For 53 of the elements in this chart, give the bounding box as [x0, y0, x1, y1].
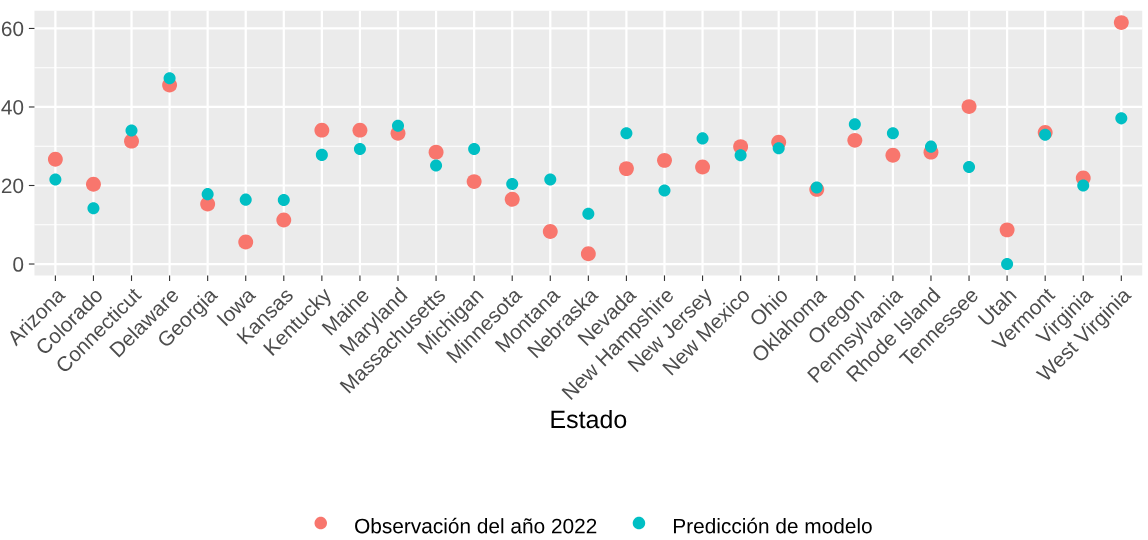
point — [1001, 258, 1014, 271]
point — [315, 148, 328, 161]
point — [238, 234, 254, 250]
point — [276, 212, 292, 228]
point — [239, 193, 252, 206]
point — [847, 132, 863, 148]
y-tick-label: 0 — [13, 257, 24, 272]
point — [352, 122, 368, 138]
point — [430, 159, 443, 172]
point — [314, 122, 330, 138]
point — [961, 99, 977, 115]
point — [618, 161, 634, 177]
legend-label: Observación del año 2022 — [355, 517, 597, 534]
point — [47, 151, 63, 167]
point — [658, 184, 671, 197]
point — [695, 159, 711, 175]
point — [125, 124, 138, 137]
point — [620, 127, 633, 140]
point — [468, 142, 481, 155]
point — [848, 118, 861, 131]
point — [466, 174, 482, 190]
x-axis-title: Estado — [551, 409, 627, 429]
point — [86, 176, 101, 192]
point — [49, 173, 62, 186]
point — [87, 202, 100, 215]
point — [963, 161, 976, 174]
point — [428, 144, 444, 160]
y-tick-label: 60 — [1, 21, 24, 37]
point — [201, 188, 214, 201]
point — [580, 246, 596, 262]
y-tick-label: 20 — [1, 178, 24, 194]
point — [506, 177, 519, 190]
point — [582, 207, 595, 220]
y-tick-label: 40 — [1, 99, 24, 115]
point — [924, 140, 937, 153]
point — [277, 194, 290, 207]
point — [353, 142, 366, 155]
point — [886, 127, 899, 140]
point — [999, 222, 1015, 238]
point — [504, 191, 520, 207]
point — [1077, 179, 1090, 192]
point — [542, 223, 558, 239]
point — [772, 142, 785, 155]
legend-label: Predicción de modelo — [673, 517, 872, 534]
point — [1115, 112, 1128, 125]
point — [1113, 15, 1129, 31]
point — [544, 173, 557, 186]
point — [391, 119, 405, 132]
point — [163, 72, 176, 85]
point — [734, 149, 747, 162]
point — [696, 132, 709, 145]
point — [885, 147, 901, 163]
point — [657, 152, 672, 168]
